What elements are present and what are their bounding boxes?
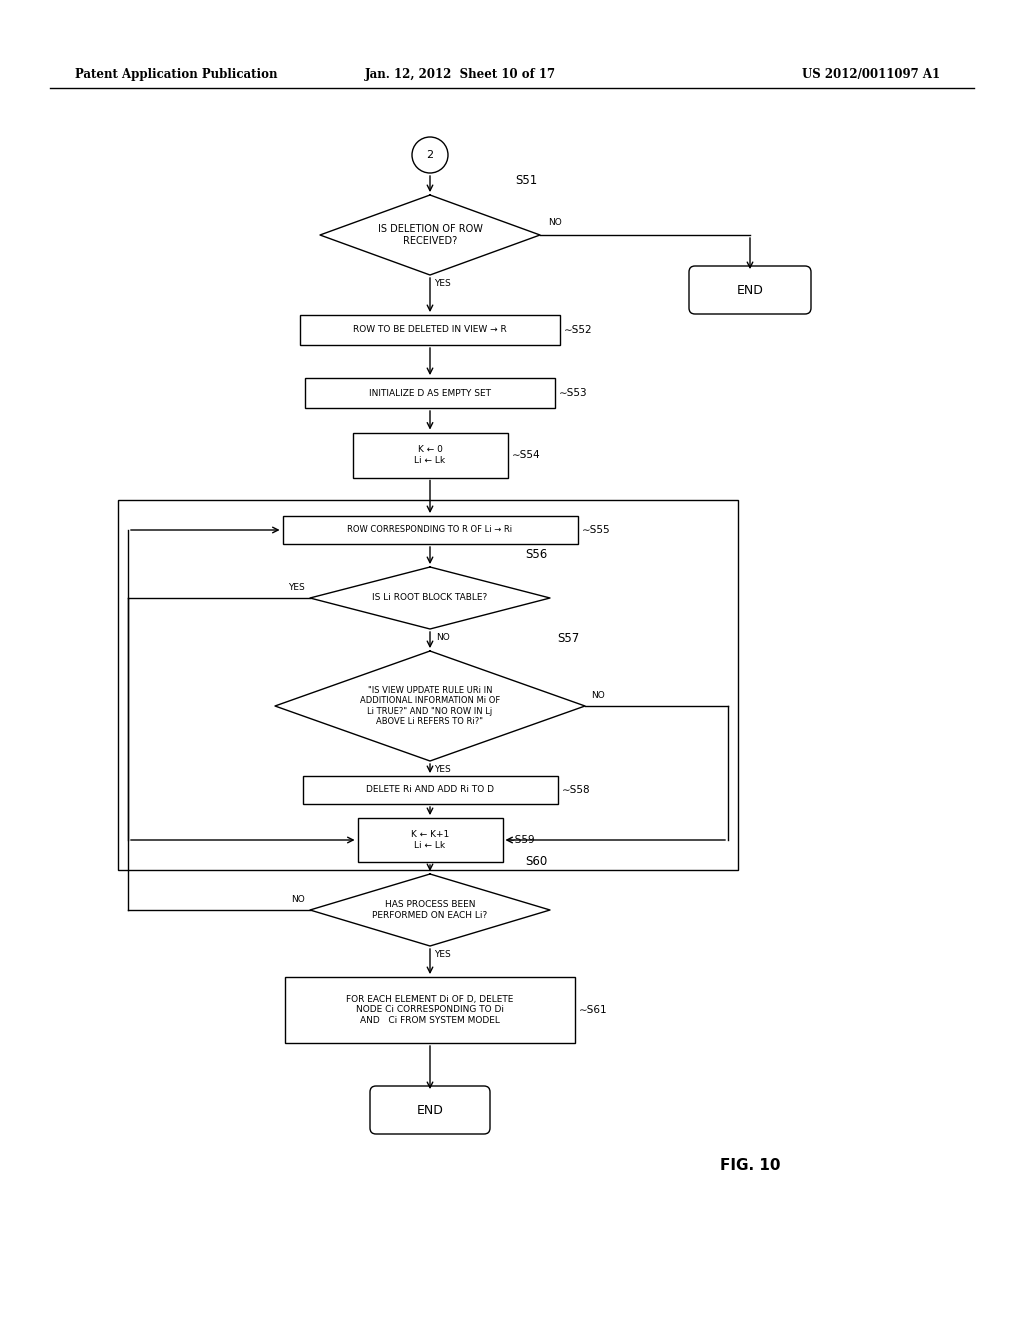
- Text: IS Li ROOT BLOCK TABLE?: IS Li ROOT BLOCK TABLE?: [373, 594, 487, 602]
- Text: END: END: [417, 1104, 443, 1117]
- Text: 2: 2: [426, 150, 433, 160]
- Text: ROW TO BE DELETED IN VIEW → R: ROW TO BE DELETED IN VIEW → R: [353, 326, 507, 334]
- Text: K ← K+1
Li ← Lk: K ← K+1 Li ← Lk: [411, 830, 450, 850]
- Text: FIG. 10: FIG. 10: [720, 1158, 780, 1172]
- Text: ROW CORRESPONDING TO R OF Li → Ri: ROW CORRESPONDING TO R OF Li → Ri: [347, 525, 513, 535]
- Text: S51: S51: [516, 174, 538, 187]
- Text: ∼S59: ∼S59: [507, 836, 536, 845]
- Text: END: END: [736, 284, 764, 297]
- Text: S60: S60: [525, 855, 548, 869]
- FancyBboxPatch shape: [370, 1086, 490, 1134]
- Text: S57: S57: [558, 632, 580, 645]
- Text: "IS VIEW UPDATE RULE URi IN
ADDITIONAL INFORMATION Mi OF
Li TRUE?" AND "NO ROW I: "IS VIEW UPDATE RULE URi IN ADDITIONAL I…: [359, 686, 500, 726]
- Bar: [118, 500, 738, 870]
- FancyBboxPatch shape: [689, 267, 811, 314]
- Bar: [302, 776, 557, 804]
- Text: ∼S54: ∼S54: [512, 450, 540, 459]
- Bar: [283, 516, 578, 544]
- Text: ∼S58: ∼S58: [561, 785, 590, 795]
- Text: NO: NO: [291, 895, 305, 904]
- Text: Patent Application Publication: Patent Application Publication: [75, 69, 278, 81]
- Text: ∼S52: ∼S52: [564, 325, 593, 335]
- Bar: [305, 378, 555, 408]
- Text: DELETE Ri AND ADD Ri TO D: DELETE Ri AND ADD Ri TO D: [366, 785, 494, 795]
- Text: YES: YES: [434, 766, 451, 774]
- Text: ∼S61: ∼S61: [579, 1005, 607, 1015]
- Text: NO: NO: [436, 634, 450, 642]
- Bar: [285, 977, 575, 1043]
- Text: NO: NO: [591, 690, 605, 700]
- Text: YES: YES: [434, 279, 451, 288]
- Text: US 2012/0011097 A1: US 2012/0011097 A1: [802, 69, 940, 81]
- Text: HAS PROCESS BEEN
PERFORMED ON EACH Li?: HAS PROCESS BEEN PERFORMED ON EACH Li?: [373, 900, 487, 920]
- Bar: [357, 818, 503, 862]
- Text: ∼S55: ∼S55: [582, 525, 610, 535]
- Text: Jan. 12, 2012  Sheet 10 of 17: Jan. 12, 2012 Sheet 10 of 17: [365, 69, 556, 81]
- Bar: [352, 433, 508, 478]
- Text: K ← 0
Li ← Lk: K ← 0 Li ← Lk: [415, 445, 445, 465]
- Text: YES: YES: [288, 583, 305, 591]
- Bar: [300, 315, 560, 345]
- Text: FOR EACH ELEMENT Di OF D, DELETE
NODE Ci CORRESPONDING TO Di
AND   Ci FROM SYSTE: FOR EACH ELEMENT Di OF D, DELETE NODE Ci…: [346, 995, 514, 1024]
- Text: INITIALIZE D AS EMPTY SET: INITIALIZE D AS EMPTY SET: [369, 388, 490, 397]
- Text: S56: S56: [525, 548, 548, 561]
- Text: NO: NO: [548, 218, 562, 227]
- Text: YES: YES: [434, 950, 451, 960]
- Text: ∼S53: ∼S53: [559, 388, 588, 399]
- Text: IS DELETION OF ROW
RECEIVED?: IS DELETION OF ROW RECEIVED?: [378, 224, 482, 246]
